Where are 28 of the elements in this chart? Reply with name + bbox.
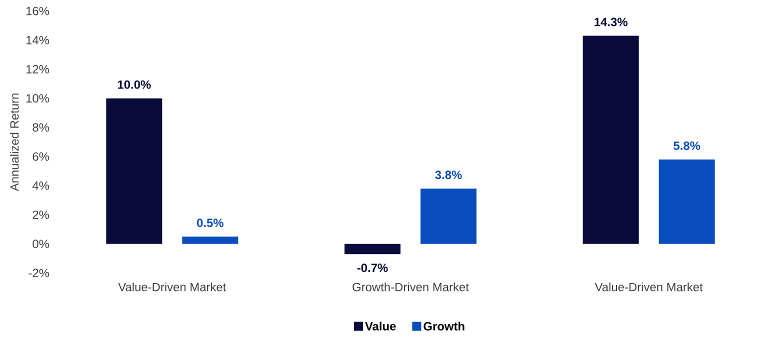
data-label: 0.5%	[197, 218, 224, 228]
y-tick-label: 2%	[32, 210, 50, 219]
data-label: 5.8%	[674, 141, 700, 150]
data-label: 10.0%	[118, 80, 151, 89]
bar	[182, 236, 238, 244]
y-tick-label: 8%	[32, 123, 50, 132]
bar	[582, 36, 639, 244]
y-tick-label: 14%	[26, 36, 50, 44]
legend-label: Value	[365, 322, 396, 330]
y-tick-label: 4%	[32, 181, 50, 190]
bar	[420, 188, 477, 244]
y-tick-label: 16%	[26, 6, 50, 16]
y-tick-label: 0%	[32, 240, 50, 248]
x-tick-label: Value-Driven Market	[118, 282, 226, 292]
x-tick-label: Value-Driven Market	[594, 282, 703, 292]
y-tick-label: 12%	[26, 65, 50, 74]
y-tick-label: 10%	[26, 94, 50, 103]
bar	[344, 244, 400, 254]
legend-label: Growth	[424, 322, 464, 330]
data-label: 14.3%	[594, 18, 628, 26]
data-label: 3.8%	[435, 170, 462, 180]
y-axis-title: Annualized Return	[10, 94, 19, 192]
y-tick-label: 6%	[32, 152, 50, 161]
bar	[658, 159, 715, 244]
x-tick-label: Growth-Driven Market	[352, 282, 469, 292]
bar	[106, 98, 162, 244]
y-tick-label: -2%	[28, 268, 50, 278]
data-label: -0.7%	[357, 264, 388, 272]
